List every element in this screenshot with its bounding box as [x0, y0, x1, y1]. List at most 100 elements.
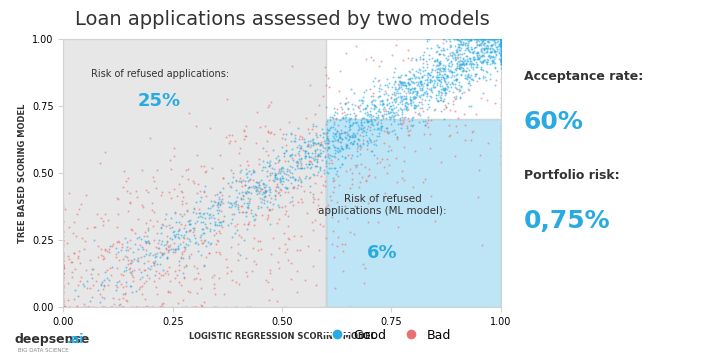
- Point: [386, 112, 398, 118]
- Point: [495, 140, 506, 146]
- Point: [467, 49, 479, 54]
- Point: [407, 115, 418, 121]
- Point: [407, 117, 418, 122]
- Point: [266, 207, 277, 212]
- Point: [477, 36, 489, 42]
- Point: [313, 152, 324, 158]
- Point: [495, 36, 506, 42]
- Point: [156, 225, 167, 230]
- Point: [163, 223, 174, 228]
- Point: [229, 203, 240, 209]
- Point: [383, 80, 394, 86]
- Point: [441, 73, 453, 79]
- Point: [147, 259, 159, 265]
- Point: [345, 155, 357, 160]
- Point: [129, 230, 140, 235]
- Point: [481, 46, 492, 51]
- Point: [303, 158, 314, 164]
- Point: [381, 125, 393, 131]
- Point: [320, 64, 331, 70]
- Point: [305, 174, 316, 180]
- Point: [92, 287, 104, 292]
- Point: [239, 136, 250, 142]
- Point: [331, 168, 343, 173]
- Point: [257, 186, 268, 192]
- Point: [379, 111, 390, 117]
- Point: [460, 72, 471, 77]
- Point: [233, 250, 244, 256]
- Point: [376, 97, 388, 103]
- Point: [373, 133, 384, 138]
- Point: [495, 58, 506, 63]
- Point: [429, 80, 440, 85]
- Point: [333, 134, 345, 140]
- Point: [300, 115, 312, 121]
- Point: [434, 66, 445, 72]
- Point: [475, 36, 486, 42]
- Point: [477, 243, 488, 248]
- Point: [461, 76, 472, 82]
- Point: [118, 256, 129, 262]
- Point: [130, 189, 142, 194]
- Point: [352, 104, 364, 109]
- Point: [415, 80, 426, 86]
- Point: [58, 262, 69, 268]
- Point: [454, 63, 465, 68]
- Point: [283, 172, 294, 178]
- Point: [111, 225, 123, 230]
- Point: [386, 100, 398, 105]
- Point: [489, 36, 501, 42]
- Point: [416, 96, 427, 102]
- Point: [495, 53, 506, 59]
- Point: [276, 181, 288, 187]
- Point: [431, 80, 442, 86]
- Point: [479, 74, 491, 79]
- Point: [252, 238, 263, 244]
- Point: [488, 60, 499, 66]
- Point: [230, 279, 241, 285]
- Point: [82, 304, 94, 310]
- Point: [386, 107, 398, 113]
- Point: [479, 36, 491, 42]
- Point: [439, 86, 450, 92]
- Point: [467, 61, 479, 66]
- Point: [233, 206, 244, 211]
- Point: [278, 150, 290, 156]
- Point: [323, 155, 334, 160]
- Point: [438, 68, 449, 74]
- Point: [277, 145, 288, 150]
- Point: [466, 137, 477, 143]
- Point: [349, 139, 360, 144]
- Point: [92, 271, 104, 277]
- Point: [311, 124, 322, 129]
- Point: [120, 291, 131, 296]
- Point: [58, 265, 69, 271]
- Point: [176, 249, 188, 255]
- Point: [372, 115, 383, 120]
- Point: [58, 283, 69, 288]
- Point: [391, 104, 402, 110]
- Point: [460, 60, 472, 66]
- Point: [371, 110, 382, 115]
- Point: [81, 286, 92, 291]
- Point: [142, 272, 153, 278]
- Point: [262, 159, 273, 165]
- Point: [399, 72, 410, 78]
- Point: [491, 52, 502, 58]
- Point: [423, 124, 434, 130]
- Point: [281, 185, 293, 190]
- Point: [319, 183, 330, 189]
- Point: [269, 173, 280, 178]
- Point: [495, 50, 506, 55]
- Point: [300, 154, 311, 159]
- Point: [424, 71, 435, 77]
- Point: [456, 36, 467, 42]
- Point: [411, 89, 422, 95]
- Point: [329, 112, 340, 118]
- Point: [435, 78, 446, 84]
- Point: [380, 190, 391, 196]
- Point: [489, 54, 501, 60]
- Point: [385, 121, 396, 126]
- Point: [238, 127, 250, 133]
- Point: [403, 90, 415, 96]
